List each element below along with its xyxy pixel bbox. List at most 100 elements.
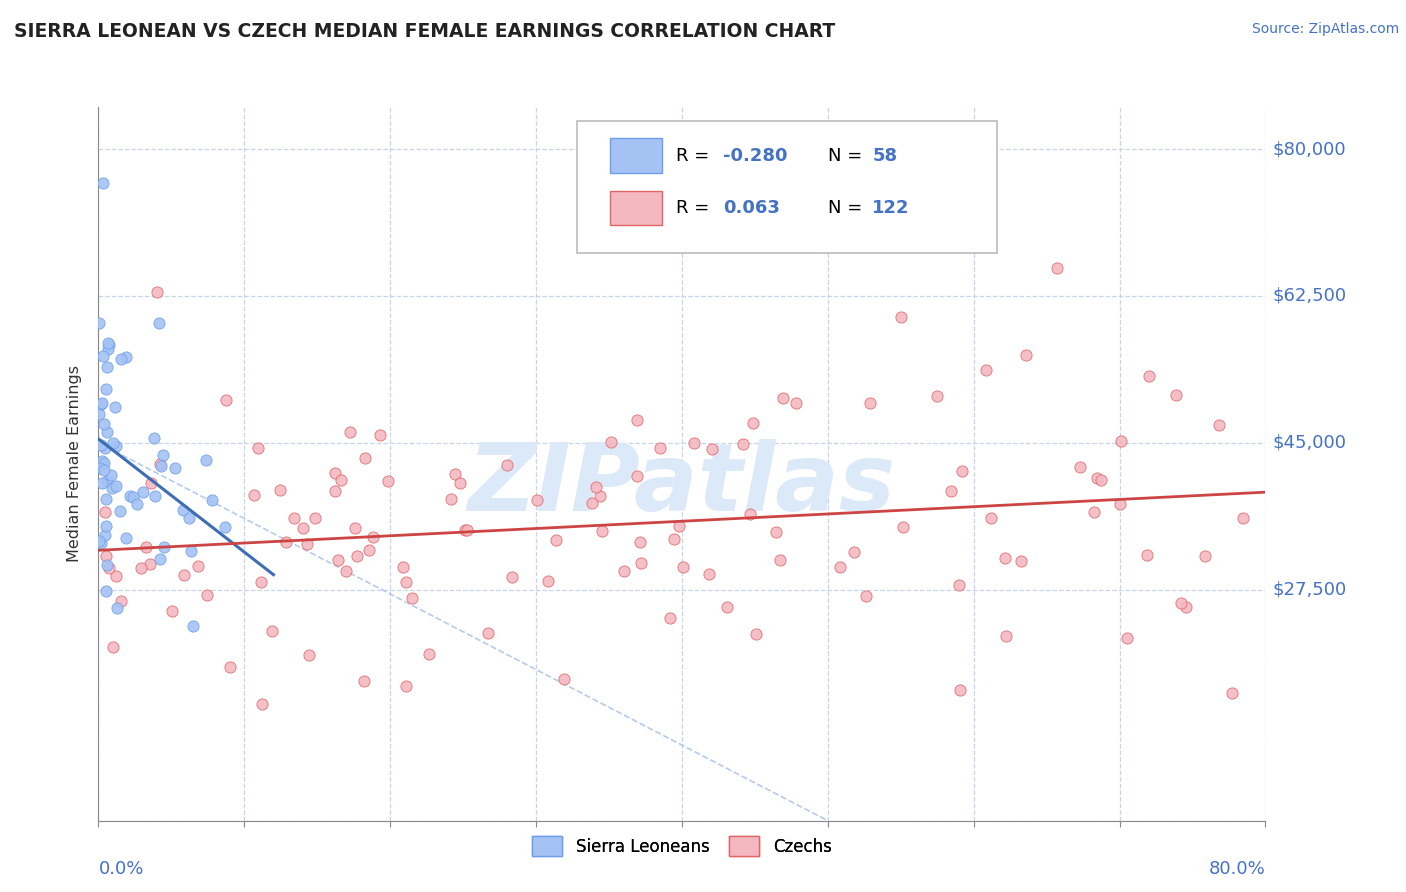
Point xyxy=(94,519,117,533)
Point xyxy=(950,464,973,478)
Point xyxy=(1010,554,1032,568)
Point xyxy=(172,503,194,517)
Point xyxy=(165,460,187,475)
Point xyxy=(115,531,138,545)
Point xyxy=(105,438,128,452)
Text: R =: R = xyxy=(676,146,716,164)
Point xyxy=(1194,549,1216,563)
Point xyxy=(269,483,291,497)
FancyBboxPatch shape xyxy=(610,138,662,173)
Point xyxy=(1109,434,1132,448)
Point xyxy=(96,558,118,573)
Text: ZIPatlas: ZIPatlas xyxy=(468,439,896,532)
FancyBboxPatch shape xyxy=(610,191,662,225)
Point xyxy=(401,591,423,606)
Point xyxy=(395,574,418,589)
Point xyxy=(141,476,163,491)
Point xyxy=(939,484,962,499)
Point xyxy=(1109,497,1132,511)
Point xyxy=(89,317,111,331)
Point xyxy=(697,567,720,582)
Point xyxy=(195,588,218,602)
Point xyxy=(974,363,997,377)
Point xyxy=(173,567,195,582)
Point xyxy=(96,425,118,439)
Point xyxy=(94,442,117,456)
Point xyxy=(1220,686,1243,700)
Legend: Sierra Leoneans, Czechs: Sierra Leoneans, Czechs xyxy=(526,830,838,863)
Point xyxy=(304,511,326,525)
Point xyxy=(1166,388,1188,402)
Point xyxy=(581,496,603,510)
Text: 0.0%: 0.0% xyxy=(98,860,143,878)
Text: 58: 58 xyxy=(872,146,897,164)
Point xyxy=(526,493,548,508)
Point xyxy=(101,640,124,654)
Point xyxy=(214,392,236,407)
Point xyxy=(501,569,523,583)
Point xyxy=(148,457,170,471)
Point xyxy=(496,458,519,472)
Text: 122: 122 xyxy=(872,200,910,218)
Point xyxy=(214,519,236,533)
Point xyxy=(368,427,391,442)
Point xyxy=(131,561,153,575)
Point xyxy=(98,561,121,575)
Point xyxy=(108,503,131,517)
Point xyxy=(90,536,112,550)
Point xyxy=(683,435,706,450)
Point xyxy=(716,599,738,614)
Point xyxy=(443,467,465,481)
Point xyxy=(96,359,118,374)
Point xyxy=(323,466,346,480)
Point xyxy=(980,511,1002,525)
Point xyxy=(948,578,970,592)
Point xyxy=(90,396,112,410)
Point xyxy=(477,625,499,640)
Point xyxy=(274,534,297,549)
Point xyxy=(859,396,882,410)
Point xyxy=(201,493,224,508)
Text: Source: ZipAtlas.com: Source: ZipAtlas.com xyxy=(1251,22,1399,37)
Point xyxy=(1090,473,1112,487)
Point xyxy=(89,533,111,548)
Point xyxy=(247,442,270,456)
Point xyxy=(1136,549,1159,563)
Y-axis label: Median Female Earnings: Median Female Earnings xyxy=(67,366,83,562)
Point xyxy=(731,437,754,451)
Point xyxy=(785,396,807,410)
Point xyxy=(949,683,972,698)
Point xyxy=(145,489,167,503)
Point xyxy=(1087,471,1109,485)
Point xyxy=(94,583,117,598)
Point xyxy=(1137,368,1160,383)
Text: 80.0%: 80.0% xyxy=(1209,860,1265,878)
Point xyxy=(1208,417,1230,432)
Text: $62,500: $62,500 xyxy=(1272,287,1347,305)
Point xyxy=(180,543,202,558)
Point xyxy=(1014,348,1036,362)
Point xyxy=(249,574,271,589)
Point xyxy=(626,413,648,427)
Point xyxy=(298,648,321,662)
Point xyxy=(160,604,183,618)
Point xyxy=(772,391,794,405)
Point xyxy=(122,490,145,504)
Point xyxy=(97,335,120,350)
Point xyxy=(359,543,381,558)
Point xyxy=(149,552,172,566)
Point xyxy=(110,593,132,607)
Point xyxy=(94,492,117,507)
Point xyxy=(103,435,125,450)
Point xyxy=(107,601,129,615)
Text: N =: N = xyxy=(828,146,868,164)
Point xyxy=(765,524,787,539)
Point xyxy=(613,564,636,578)
Text: N =: N = xyxy=(828,200,868,218)
Point xyxy=(183,619,205,633)
Point xyxy=(100,467,122,482)
Point xyxy=(132,485,155,500)
Text: R =: R = xyxy=(676,200,716,218)
Point xyxy=(1232,511,1254,525)
Point xyxy=(1116,631,1139,645)
